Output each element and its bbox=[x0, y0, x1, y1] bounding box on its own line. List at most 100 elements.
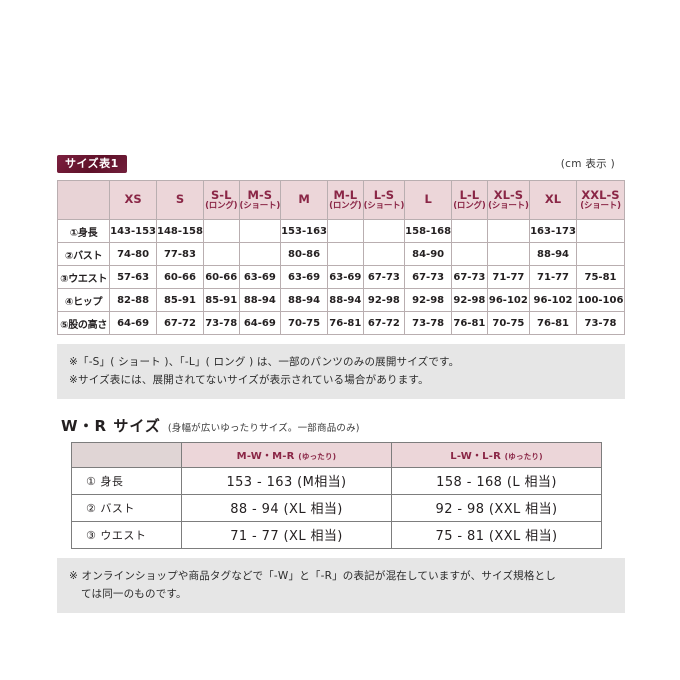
measurement-cell: 67-72 bbox=[362, 311, 406, 335]
wr-measurement-cell: 153 - 163 (M相当) bbox=[181, 466, 392, 495]
wr-section-heading: W・R サイズ (身幅が広いゆったりサイズ。一部商品のみ) bbox=[57, 415, 625, 436]
measurement-cell: 143-153 bbox=[109, 219, 158, 243]
wr-section-title: W・R サイズ bbox=[61, 416, 161, 435]
size-table-1-col-header-l-s: L-S (ショート) bbox=[362, 180, 406, 220]
note-1-line-1: ※「-S」( ショート )、「-L」( ロング ) は、一部のパンツのみの展開サ… bbox=[69, 356, 460, 368]
measurement-cell: 85-91 bbox=[156, 288, 204, 312]
size-table-1-col-header-xs: XS bbox=[109, 180, 158, 220]
wr-col-header-label: M-W・M-R bbox=[236, 451, 295, 463]
row-label: ⑤股の高さ bbox=[56, 311, 111, 335]
col-header-sublabel: (ロング) bbox=[329, 200, 362, 211]
col-header-sublabel: (ショート) bbox=[363, 200, 405, 211]
measurement-cell: 76-81 bbox=[327, 311, 364, 335]
col-header-label: M-S bbox=[247, 187, 273, 202]
measurement-cell: 76-81 bbox=[451, 311, 488, 335]
measurement-cell: 63-69 bbox=[280, 265, 328, 289]
size-table-1-note: ※「-S」( ショート )、「-L」( ロング ) は、一部のパンツのみの展開サ… bbox=[57, 344, 625, 399]
measurement-cell: 63-69 bbox=[327, 265, 364, 289]
empty-cell-slash bbox=[575, 219, 626, 243]
col-header-sublabel: (ショート) bbox=[488, 200, 529, 211]
measurement-cell: 82-88 bbox=[109, 288, 158, 312]
empty-cell-slash bbox=[486, 219, 531, 243]
wr-measurement-cell: 158 - 168 (L 相当) bbox=[391, 466, 602, 495]
size-table-1-col-header-xxl-s: XXL-S (ショート) bbox=[575, 180, 626, 220]
wr-table-row: ② バスト 88 - 94 (XL 相当) 92 - 98 (XXL 相当) bbox=[71, 493, 602, 522]
empty-cell-slash bbox=[362, 219, 406, 243]
wr-col-header-sublabel: (ゆったり) bbox=[504, 452, 543, 462]
measurement-cell: 75-81 bbox=[575, 265, 626, 289]
wr-measurement-cell: 88 - 94 (XL 相当) bbox=[181, 493, 392, 522]
measurement-cell: 67-73 bbox=[362, 265, 406, 289]
wr-measurement-cell: 71 - 77 (XL 相当) bbox=[181, 520, 392, 549]
measurement-cell: 92-98 bbox=[362, 288, 406, 312]
size-table-1-header-row: XS S S-L (ロング) M-S (ショート) M M-L (ロング) L-S (ショート) L L… bbox=[56, 180, 626, 220]
measurement-cell: 57-63 bbox=[109, 265, 158, 289]
measurement-cell: 71-77 bbox=[486, 265, 531, 289]
measurement-cell: 85-91 bbox=[202, 288, 240, 312]
size-table-1-col-header-xl-s: XL-S (ショート) bbox=[486, 180, 531, 220]
empty-cell-slash bbox=[575, 242, 626, 266]
size-table-1-col-header-l-l: L-L (ロング) bbox=[451, 180, 488, 220]
wr-section-subtitle: (身幅が広いゆったりサイズ。一部商品のみ) bbox=[167, 422, 360, 434]
col-header-label: XL-S bbox=[493, 187, 523, 202]
size-chart-sheet: サイズ表1 (cm 表示 ) XS S S-L (ロング) M-S (ショート) M M-L(… bbox=[56, 152, 626, 613]
wr-col-header-2: L-W・L-R (ゆったり) bbox=[391, 441, 602, 468]
note-2-line-1: ※ オンラインショップや商品タグなどで「-W」と「-R」の表記が混在していますが… bbox=[69, 569, 556, 582]
empty-cell-slash bbox=[238, 242, 282, 266]
measurement-cell: 163-173 bbox=[529, 219, 577, 243]
measurement-cell: 71-77 bbox=[529, 265, 577, 289]
wr-table-header-row: M-W・M-R (ゆったり) L-W・L-R (ゆったり) bbox=[71, 441, 602, 468]
measurement-cell: 92-98 bbox=[451, 288, 488, 312]
size-table-1-body: ①身長 143-153 148-158 153-163 158-168 163-173 ②バ… bbox=[56, 219, 626, 335]
size-table-1-row: ②バスト 74-80 77-83 80-86 84-90 88-94 bbox=[56, 242, 626, 266]
measurement-cell: 67-73 bbox=[451, 265, 488, 289]
measurement-cell: 73-78 bbox=[404, 311, 453, 335]
row-label: ④ヒップ bbox=[56, 288, 111, 312]
measurement-cell: 96-102 bbox=[486, 288, 531, 312]
measurement-cell: 64-69 bbox=[238, 311, 282, 335]
unit-note: (cm 表示 ) bbox=[560, 158, 615, 170]
measurement-cell: 67-72 bbox=[156, 311, 204, 335]
measurement-cell: 92-98 bbox=[404, 288, 453, 312]
measurement-cell: 70-75 bbox=[486, 311, 531, 335]
wr-table-row: ① 身長 153 - 163 (M相当) 158 - 168 (L 相当) bbox=[71, 466, 602, 495]
col-header-label: L bbox=[424, 192, 432, 207]
empty-cell-slash bbox=[451, 242, 488, 266]
size-table-1: XS S S-L (ロング) M-S (ショート) M M-L (ロング) L-S (ショート) L L… bbox=[56, 180, 626, 335]
col-header-label: M bbox=[298, 192, 310, 207]
size-table-1-row: ⑤股の高さ 64-69 67-72 73-78 64-69 70-75 76-81 67-72… bbox=[56, 311, 626, 335]
wr-col-header-label: L-W・L-R bbox=[450, 451, 501, 463]
note-1-line-2: ※サイズ表には、展開されてないサイズが表示されている場合があります。 bbox=[69, 374, 429, 387]
row-label: ③ウエスト bbox=[56, 265, 111, 289]
size-table-1-col-header-l: L bbox=[404, 180, 453, 220]
measurement-cell: 158-168 bbox=[404, 219, 453, 243]
measurement-cell: 148-158 bbox=[156, 219, 204, 243]
note-2-line-2: ては同一のものです。 bbox=[81, 588, 187, 601]
size-table-1-col-header-xl: XL bbox=[529, 180, 577, 220]
measurement-cell: 84-90 bbox=[404, 242, 453, 266]
size-table-1-col-header-s-l: S-L (ロング) bbox=[202, 180, 240, 220]
size-table-1-corner bbox=[56, 180, 111, 220]
measurement-cell: 76-81 bbox=[529, 311, 577, 335]
empty-cell-slash bbox=[362, 242, 406, 266]
measurement-cell: 73-78 bbox=[202, 311, 240, 335]
size-table-1-row: ③ウエスト 57-63 60-66 60-66 63-69 63-69 63-69 67-73… bbox=[56, 265, 626, 289]
wr-measurement-cell: 92 - 98 (XXL 相当) bbox=[391, 493, 602, 522]
col-header-sublabel: (ロング) bbox=[453, 200, 486, 211]
size-table-1-col-header-m-l: M-L (ロング) bbox=[327, 180, 364, 220]
measurement-cell: 60-66 bbox=[202, 265, 240, 289]
empty-cell-slash bbox=[327, 219, 364, 243]
col-header-sublabel: (ロング) bbox=[205, 200, 238, 211]
measurement-cell: 70-75 bbox=[280, 311, 328, 335]
wr-row-label: ① 身長 bbox=[71, 466, 182, 495]
col-header-label: XXL-S bbox=[581, 187, 620, 202]
row-label: ②バスト bbox=[56, 242, 111, 266]
empty-cell-slash bbox=[327, 242, 364, 266]
measurement-cell: 88-94 bbox=[238, 288, 282, 312]
wr-table-body: ① 身長 153 - 163 (M相当) 158 - 168 (L 相当) ② バスト… bbox=[71, 466, 602, 549]
empty-cell-slash bbox=[238, 219, 282, 243]
col-header-label: XS bbox=[124, 192, 142, 207]
measurement-cell: 67-73 bbox=[404, 265, 453, 289]
empty-cell-slash bbox=[202, 242, 240, 266]
